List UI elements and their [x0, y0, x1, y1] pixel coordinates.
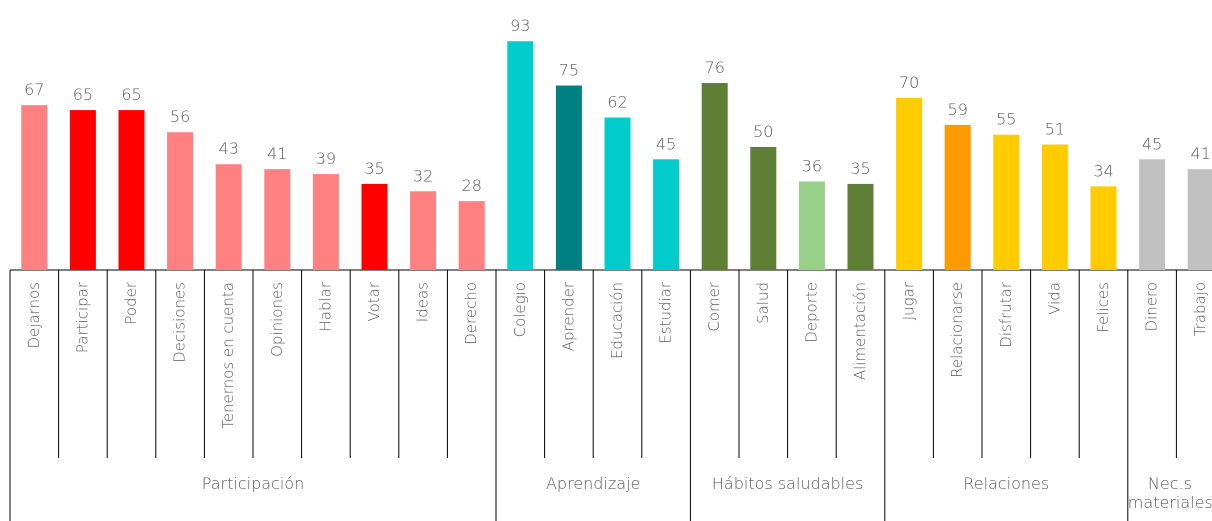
bar	[555, 85, 582, 270]
value-label: 32	[413, 166, 433, 185]
group-label: Hábitos saludables	[711, 474, 864, 493]
category-label: Aprender	[559, 281, 577, 351]
category-label: Disfrutar	[997, 281, 1015, 348]
value-label: 43	[219, 139, 239, 158]
group-label: Relaciones	[963, 474, 1050, 493]
category-label: Trabajo	[1191, 282, 1209, 336]
value-label: 41	[1191, 144, 1211, 163]
group-label: Aprendizaje	[545, 474, 641, 493]
value-label: 59	[948, 100, 968, 119]
bar	[1041, 144, 1068, 270]
bar	[69, 110, 96, 270]
value-label: 93	[510, 16, 530, 35]
category-label: Votar	[365, 281, 383, 321]
value-label: 51	[1045, 120, 1065, 139]
bar	[944, 124, 971, 270]
category-label: Poder	[122, 281, 140, 324]
category-label: Educación	[608, 282, 626, 359]
value-label: 41	[267, 144, 287, 163]
category-label: Derecho	[462, 282, 480, 345]
category-label: Hablar	[316, 281, 334, 331]
category-label: Salud	[754, 282, 772, 324]
value-label: 65	[73, 85, 93, 104]
bar	[701, 83, 728, 270]
bar	[215, 164, 242, 270]
value-label: 55	[996, 110, 1016, 129]
bar	[1090, 186, 1117, 270]
value-label: 35	[850, 159, 870, 178]
value-label: 45	[656, 134, 676, 153]
bar	[604, 117, 631, 270]
value-label: 62	[607, 92, 627, 111]
category-label: Estudiar	[657, 281, 675, 344]
bar	[410, 191, 437, 270]
category-label: Dinero	[1143, 282, 1161, 331]
category-label: Tenernos en cuenta	[219, 282, 237, 429]
category-label: Opiniones	[268, 282, 286, 357]
category-label: Alimentación	[851, 282, 869, 380]
category-label: Dejarnos	[25, 282, 43, 349]
category-label: Ideas	[414, 282, 432, 322]
category-label: Vida	[1045, 282, 1063, 315]
bar	[896, 97, 923, 270]
bar	[750, 147, 777, 270]
bar	[653, 159, 680, 270]
bar	[798, 181, 825, 270]
value-label: 67	[24, 80, 44, 99]
category-label: Comer	[705, 281, 723, 331]
value-label: 56	[170, 107, 190, 126]
value-label: 45	[1142, 134, 1162, 153]
bar	[264, 169, 291, 270]
bar	[458, 201, 485, 270]
category-label: Decisiones	[171, 282, 189, 363]
category-label: Relacionarse	[948, 282, 966, 378]
value-label: 36	[802, 156, 822, 175]
bar	[167, 132, 194, 270]
value-label: 76	[705, 58, 725, 77]
value-label: 70	[899, 73, 919, 92]
value-label: 50	[753, 122, 773, 141]
category-label: Jugar	[900, 281, 918, 320]
group-label: Nec.s materiales	[1127, 474, 1212, 512]
category-label: Participar	[73, 281, 91, 353]
group-label: Participación	[201, 474, 305, 493]
value-label: 75	[559, 61, 579, 80]
bar	[312, 174, 339, 270]
bar	[1139, 159, 1166, 270]
value-label: 39	[316, 149, 336, 168]
value-label: 28	[462, 176, 482, 195]
category-label: Felices	[1094, 282, 1112, 333]
value-label: 65	[121, 85, 141, 104]
value-label: 34	[1093, 161, 1113, 180]
bar	[993, 134, 1020, 270]
bar	[1187, 169, 1212, 270]
category-label: Deporte	[802, 282, 820, 343]
bar	[21, 105, 48, 271]
value-label: 35	[364, 159, 384, 178]
bar	[361, 183, 388, 270]
bar	[507, 41, 534, 270]
bar	[118, 110, 145, 270]
category-label: Colegio	[511, 282, 529, 337]
bar	[847, 183, 874, 270]
